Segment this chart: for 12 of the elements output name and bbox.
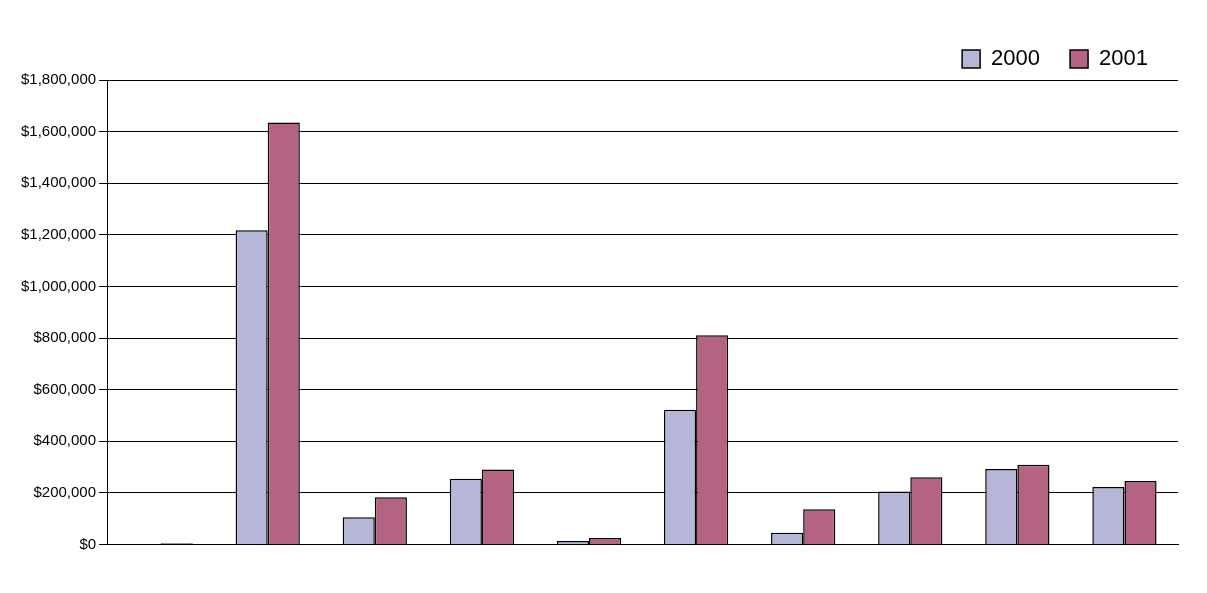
y-tick-label: $1,800,000 <box>21 70 97 88</box>
legend-label: 2001 <box>1099 45 1149 71</box>
y-tick-label: $600,000 <box>33 379 97 397</box>
y-tick-label: $800,000 <box>33 328 97 346</box>
legend-label: 2000 <box>991 45 1041 71</box>
y-tick-label: $400,000 <box>33 431 97 449</box>
y-tick-label: $0 <box>79 534 97 552</box>
y-tick-label: $1,400,000 <box>21 173 97 191</box>
y-tick-label: $200,000 <box>33 483 97 501</box>
y-tick-label: $1,600,000 <box>21 121 97 139</box>
y-tick-label: $1,000,000 <box>21 276 97 294</box>
y-tick-label: $1,200,000 <box>21 225 97 243</box>
